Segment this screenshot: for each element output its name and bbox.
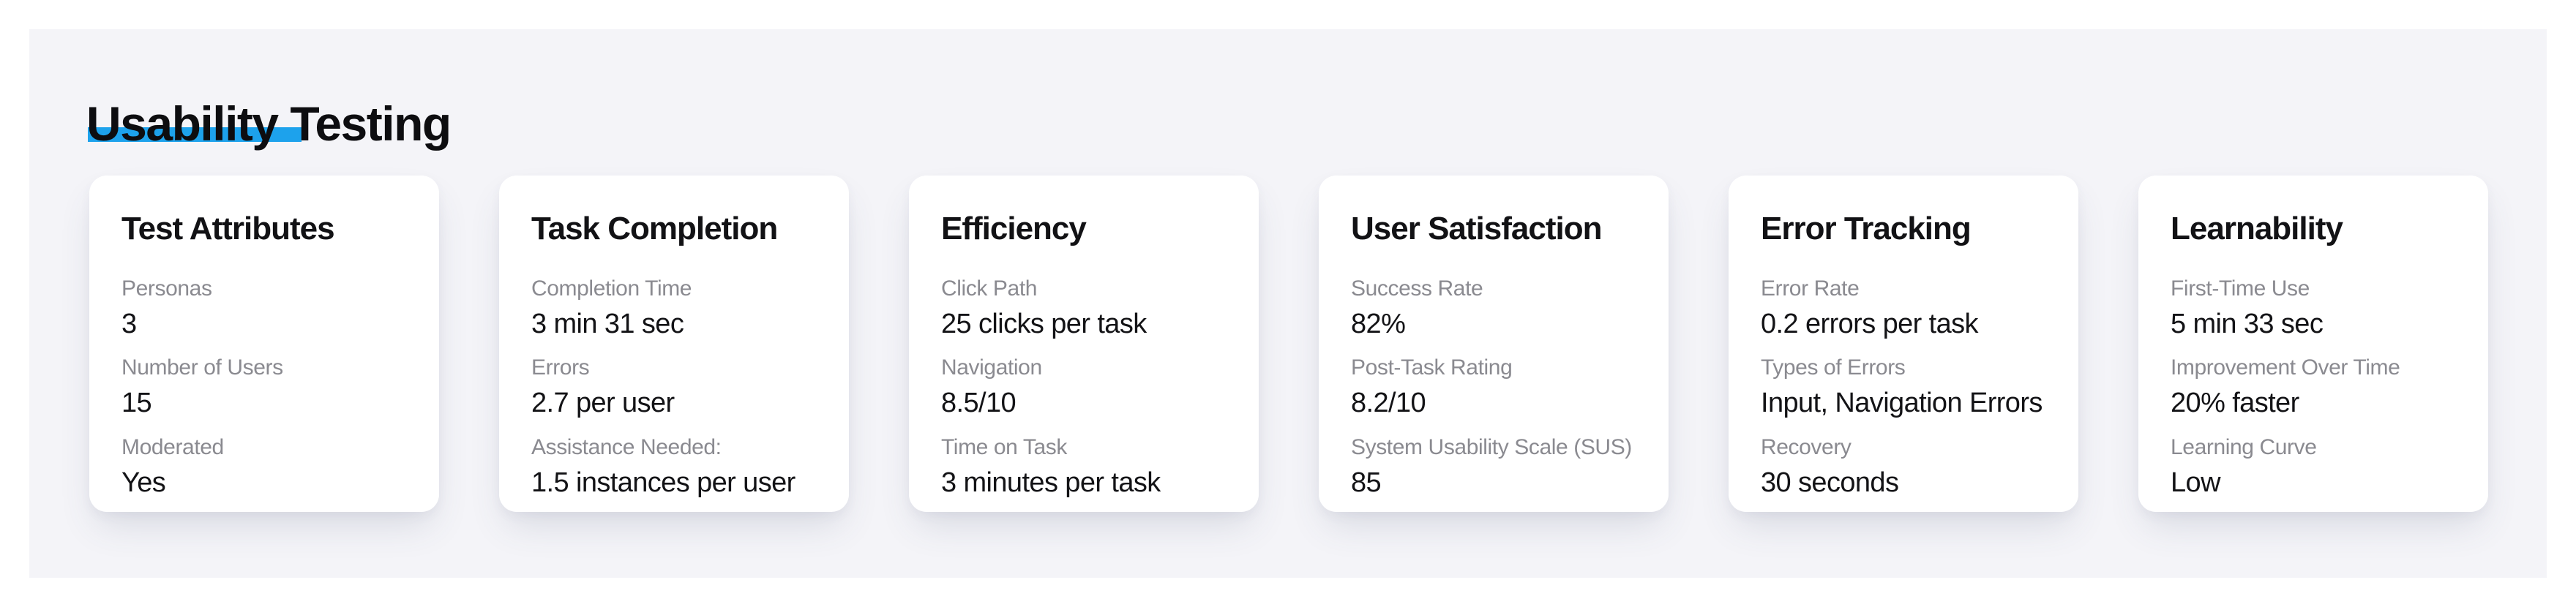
metric-card: Efficiency Click Path 25 clicks per task…	[909, 176, 1259, 512]
metric-label: Completion Time	[531, 276, 692, 301]
metric-label: Navigation	[941, 355, 1042, 380]
metric-value: 20% faster	[2171, 388, 2299, 419]
page-title-block: Usability Testing	[86, 97, 452, 151]
metric-label: Post-Task Rating	[1351, 355, 1513, 380]
metric-value: 15	[121, 388, 152, 419]
metric: Navigation 8.5/10	[941, 353, 1229, 421]
metric: Personas 3	[121, 274, 410, 342]
metric-label: Personas	[121, 276, 212, 301]
metric-label: Moderated	[121, 434, 224, 459]
metric-value: 82%	[1351, 308, 1406, 339]
card-metrics: Click Path 25 clicks per task Navigation…	[941, 274, 1229, 501]
metric-value: 25 clicks per task	[941, 308, 1147, 339]
metric-label: Improvement Over Time	[2171, 355, 2400, 380]
metric: Improvement Over Time 20% faster	[2171, 353, 2459, 421]
metric-card: Test Attributes Personas 3 Number of Use…	[89, 176, 439, 512]
metric-label: Number of Users	[121, 355, 283, 380]
metric: Number of Users 15	[121, 353, 410, 421]
metric-label: Assistance Needed:	[531, 434, 722, 459]
card-metrics: First-Time Use 5 min 33 sec Improvement …	[2171, 274, 2459, 501]
metric-label: System Usability Scale (SUS)	[1351, 434, 1632, 459]
metric-value: Input, Navigation Errors	[1761, 388, 2043, 419]
metric-value: 8.2/10	[1351, 388, 1426, 419]
metric-label: Click Path	[941, 276, 1038, 301]
card-title: Efficiency	[941, 211, 1087, 246]
card-metrics: Personas 3 Number of Users 15 Moderated …	[121, 274, 410, 501]
metric-label: First-Time Use	[2171, 276, 2310, 301]
card-title: User Satisfaction	[1351, 211, 1602, 246]
metric-value: 8.5/10	[941, 388, 1016, 419]
page-title: Usability Testing	[86, 97, 452, 151]
metric-label: Types of Errors	[1761, 355, 1906, 380]
metric-value: 2.7 per user	[531, 388, 675, 419]
metric-card: Error Tracking Error Rate 0.2 errors per…	[1729, 176, 2078, 512]
metric: Errors 2.7 per user	[531, 353, 820, 421]
metric: Recovery 30 seconds	[1761, 433, 2049, 501]
card-metrics: Success Rate 82% Post-Task Rating 8.2/10…	[1351, 274, 1639, 501]
metric: Types of Errors Input, Navigation Errors	[1761, 353, 2049, 421]
metric: Post-Task Rating 8.2/10	[1351, 353, 1639, 421]
metric-value: 1.5 instances per user	[531, 467, 795, 498]
content-panel: Usability Testing Test Attributes Person…	[29, 29, 2547, 578]
metric-card: User Satisfaction Success Rate 82% Post-…	[1319, 176, 1669, 512]
metric: Completion Time 3 min 31 sec	[531, 274, 820, 342]
metric: Success Rate 82%	[1351, 274, 1639, 342]
metric: Assistance Needed: 1.5 instances per use…	[531, 433, 820, 501]
metric-label: Recovery	[1761, 434, 1852, 459]
metric-value: 3 minutes per task	[941, 467, 1161, 498]
metric: Learning Curve Low	[2171, 433, 2459, 501]
metric-value: 30 seconds	[1761, 467, 1899, 498]
title-highlight-bar	[88, 127, 302, 142]
metric-label: Learning Curve	[2171, 434, 2317, 459]
metric: First-Time Use 5 min 33 sec	[2171, 274, 2459, 342]
metric-label: Errors	[531, 355, 590, 380]
metric: Click Path 25 clicks per task	[941, 274, 1229, 342]
metric-card: Task Completion Completion Time 3 min 31…	[499, 176, 849, 512]
cards-row: Test Attributes Personas 3 Number of Use…	[89, 176, 2488, 512]
metric: Error Rate 0.2 errors per task	[1761, 274, 2049, 342]
metric-label: Error Rate	[1761, 276, 1860, 301]
metric-value: 85	[1351, 467, 1382, 498]
card-title: Task Completion	[531, 211, 778, 246]
metric-value: Yes	[121, 467, 166, 498]
card-title: Learnability	[2171, 211, 2343, 246]
metric-label: Time on Task	[941, 434, 1067, 459]
card-metrics: Completion Time 3 min 31 sec Errors 2.7 …	[531, 274, 820, 501]
metric-value: Low	[2171, 467, 2221, 498]
metric: Moderated Yes	[121, 433, 410, 501]
card-title: Error Tracking	[1761, 211, 1972, 246]
card-metrics: Error Rate 0.2 errors per task Types of …	[1761, 274, 2049, 501]
card-title: Test Attributes	[121, 211, 335, 246]
metric: System Usability Scale (SUS) 85	[1351, 433, 1639, 501]
metric-card: Learnability First-Time Use 5 min 33 sec…	[2138, 176, 2488, 512]
metric-label: Success Rate	[1351, 276, 1483, 301]
metric-value: 3 min 31 sec	[531, 308, 684, 339]
metric-value: 0.2 errors per task	[1761, 308, 1979, 339]
metric-value: 3	[121, 308, 137, 339]
metric-value: 5 min 33 sec	[2171, 308, 2324, 339]
metric: Time on Task 3 minutes per task	[941, 433, 1229, 501]
